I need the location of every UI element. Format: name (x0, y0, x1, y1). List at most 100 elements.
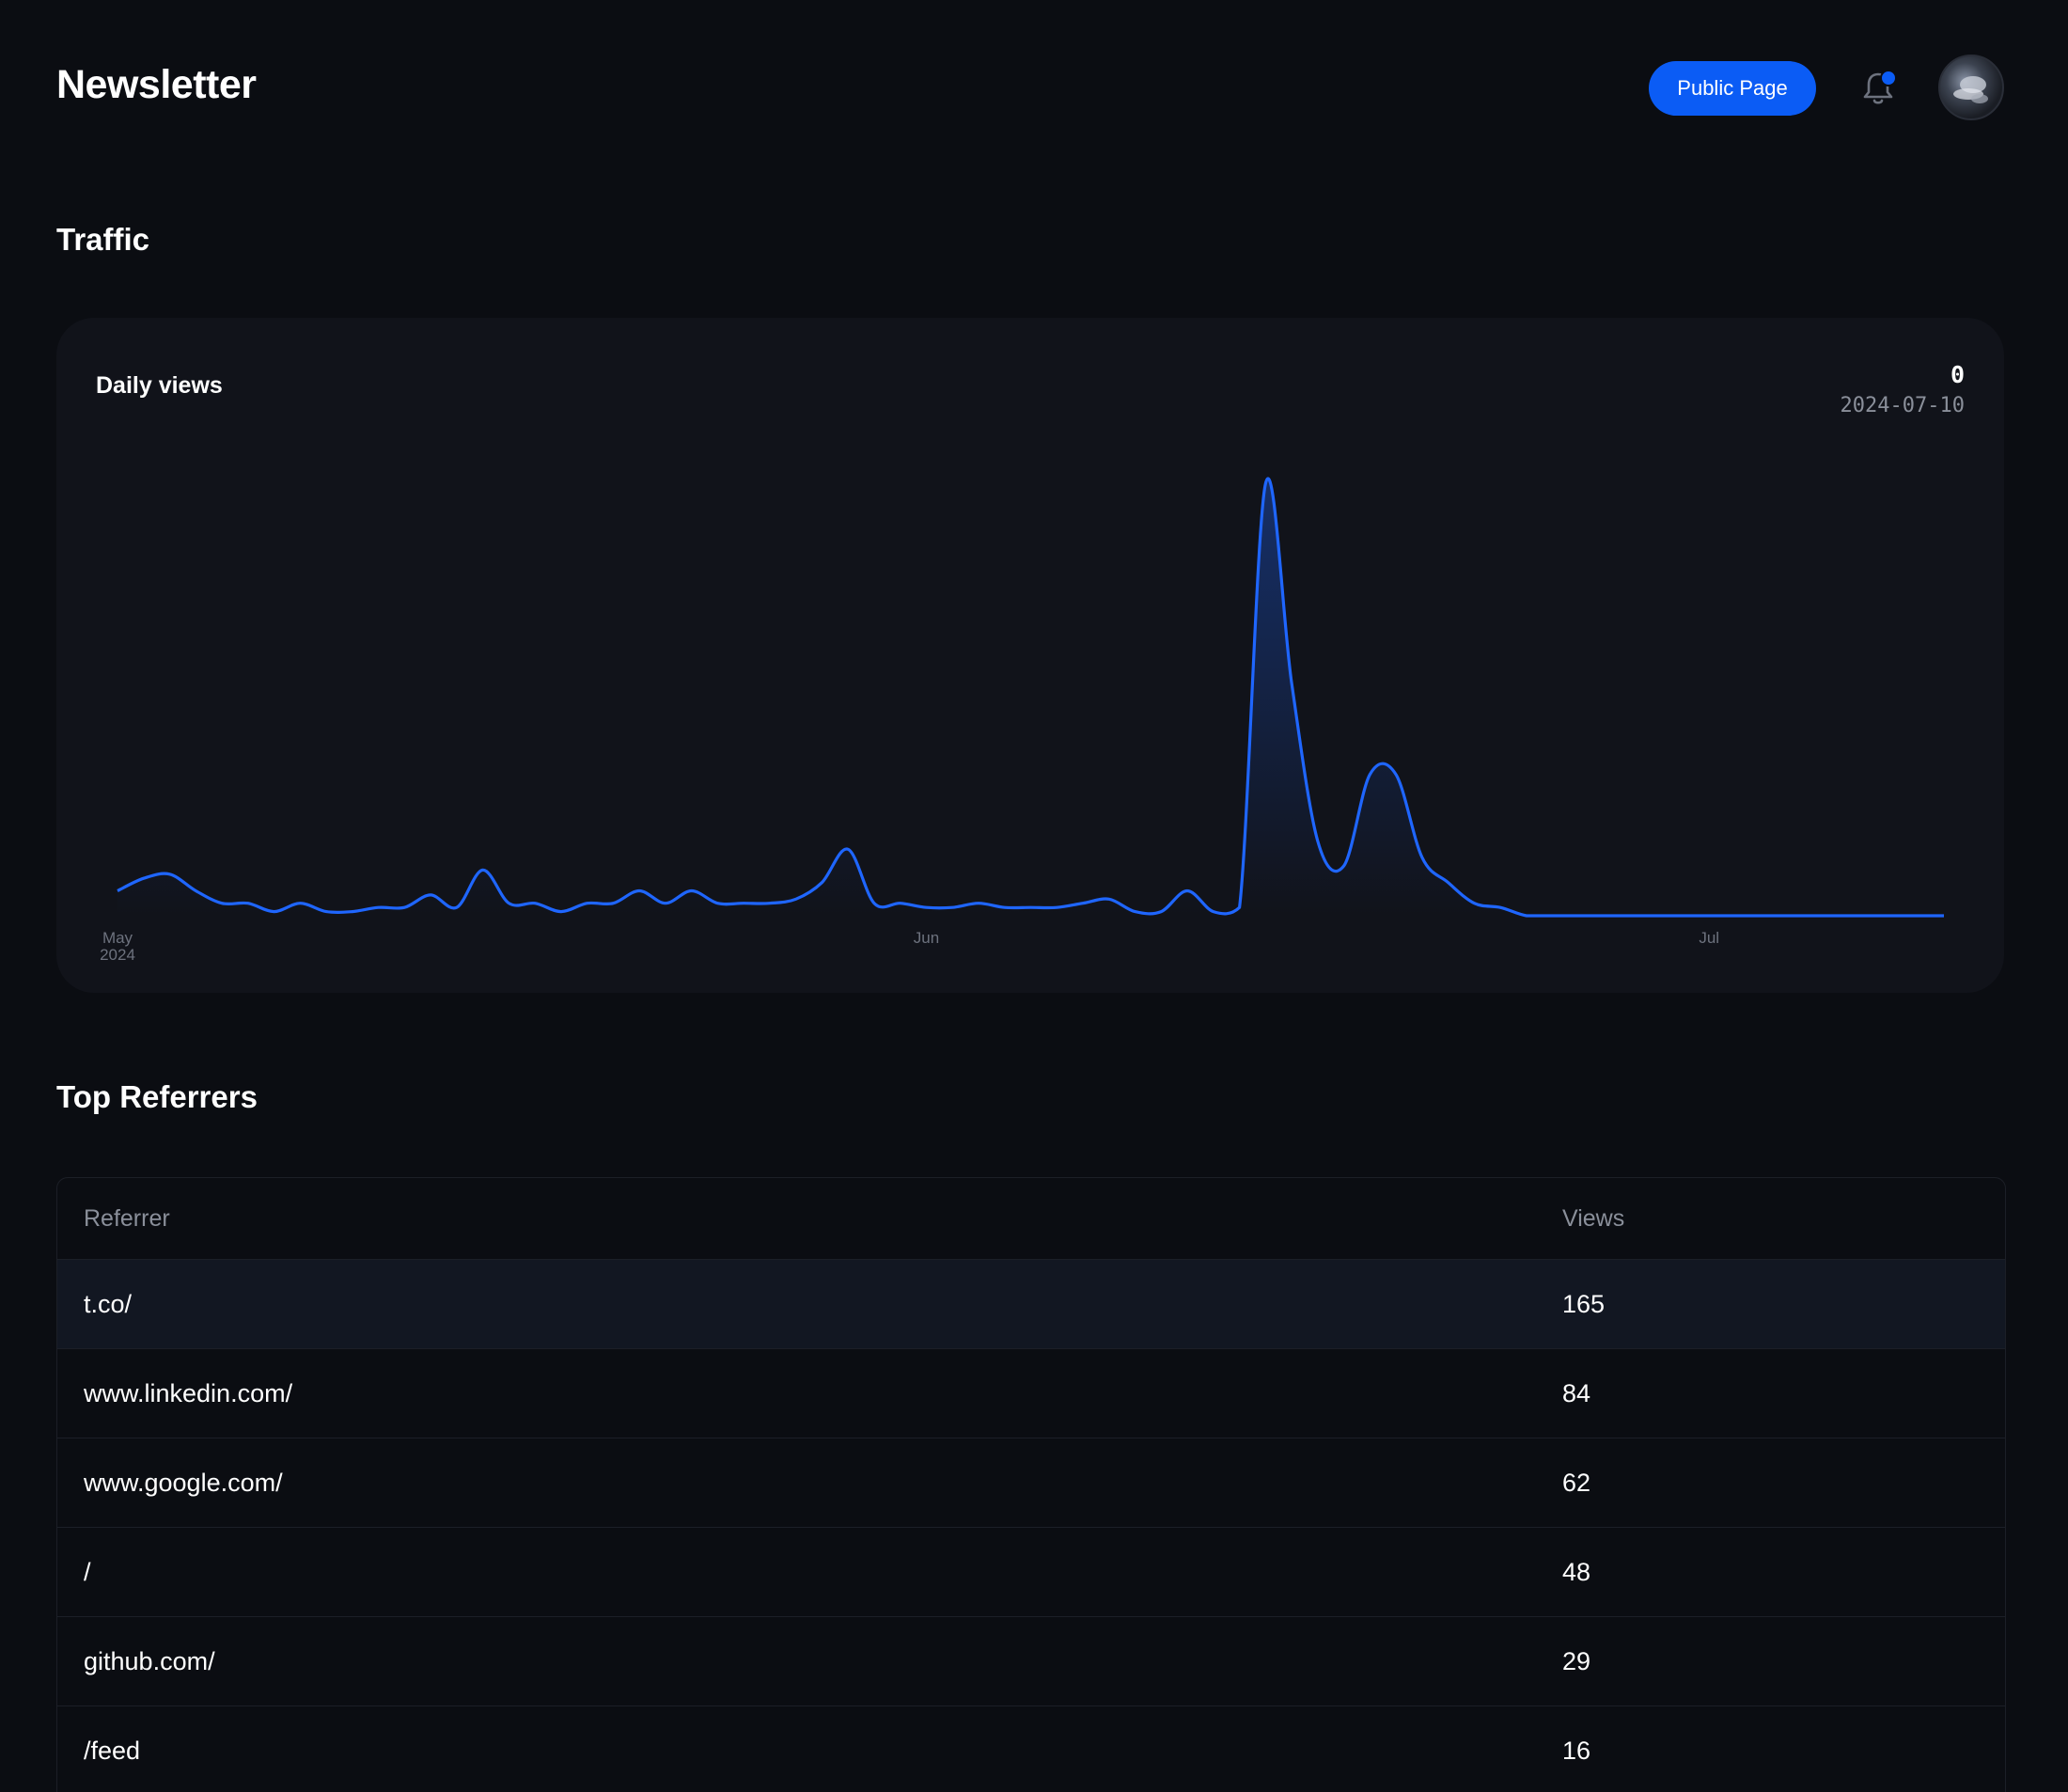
data-point[interactable] (138, 872, 149, 884)
data-point[interactable] (1130, 906, 1141, 918)
data-point[interactable] (1339, 860, 1350, 872)
data-point[interactable] (243, 898, 254, 909)
table-row[interactable]: /feed 16 (57, 1706, 2005, 1792)
table-row[interactable]: www.linkedin.com/ 84 (57, 1349, 2005, 1438)
data-point[interactable] (712, 898, 723, 909)
data-point[interactable] (1104, 893, 1115, 904)
table-row[interactable]: github.com/ 29 (57, 1617, 2005, 1706)
data-point[interactable] (1390, 769, 1402, 780)
data-point[interactable] (1677, 910, 1688, 921)
data-point[interactable] (503, 898, 514, 909)
data-point[interactable] (582, 898, 593, 909)
data-point[interactable] (1026, 902, 1037, 913)
referrer-cell: / (84, 1558, 91, 1586)
x-tick-label: Jul (1699, 929, 1719, 947)
data-point[interactable] (816, 877, 827, 888)
column-header-views[interactable]: Views (1562, 1205, 1625, 1232)
data-point[interactable] (1155, 906, 1167, 918)
data-point[interactable] (451, 902, 462, 913)
data-point[interactable] (1495, 902, 1506, 913)
data-point[interactable] (399, 902, 410, 913)
data-point[interactable] (791, 893, 802, 904)
data-point[interactable] (973, 898, 984, 909)
data-point[interactable] (529, 898, 540, 909)
data-point[interactable] (869, 898, 880, 909)
data-point[interactable] (1521, 910, 1532, 921)
data-point[interactable] (1652, 910, 1663, 921)
views-cell: 29 (1562, 1647, 1591, 1675)
data-point[interactable] (1573, 910, 1584, 921)
data-point[interactable] (1286, 678, 1297, 689)
views-cell: 165 (1562, 1290, 1606, 1318)
data-point[interactable] (1834, 910, 1845, 921)
traffic-section-title: Traffic (56, 222, 150, 257)
table-row[interactable]: t.co/ 165 (57, 1260, 2005, 1349)
data-point[interactable] (164, 869, 176, 880)
data-point[interactable] (1364, 769, 1375, 780)
data-point[interactable] (1912, 910, 1923, 921)
data-point[interactable] (1756, 910, 1767, 921)
data-point[interactable] (373, 902, 384, 913)
data-point[interactable] (1260, 479, 1271, 490)
public-page-button[interactable]: Public Page (1649, 61, 1816, 116)
data-point[interactable] (190, 886, 201, 897)
data-point[interactable] (321, 906, 332, 918)
data-point[interactable] (1599, 910, 1610, 921)
views-cell: 84 (1562, 1379, 1591, 1407)
data-point[interactable] (1808, 910, 1819, 921)
data-point[interactable] (1730, 910, 1741, 921)
data-point[interactable] (216, 898, 227, 909)
data-point[interactable] (1938, 910, 1950, 921)
data-point[interactable] (921, 902, 932, 913)
views-cell: 48 (1562, 1558, 1591, 1586)
data-point[interactable] (1182, 886, 1193, 897)
data-point[interactable] (1208, 906, 1219, 918)
data-point[interactable] (1312, 836, 1324, 847)
notification-dot (1880, 70, 1897, 86)
table-row[interactable]: www.google.com/ 62 (57, 1438, 2005, 1528)
data-point[interactable] (764, 898, 776, 909)
table-header: Referrer Views (57, 1178, 2005, 1260)
data-point[interactable] (1860, 910, 1872, 921)
data-point[interactable] (634, 886, 645, 897)
data-point[interactable] (425, 889, 436, 901)
data-point[interactable] (556, 906, 567, 918)
data-point[interactable] (1051, 902, 1062, 913)
referrer-cell: t.co/ (84, 1290, 133, 1318)
data-point[interactable] (1703, 910, 1715, 921)
views-cell: 62 (1562, 1469, 1591, 1497)
referrers-section-title: Top Referrers (56, 1079, 258, 1114)
data-point[interactable] (269, 906, 280, 918)
table-row[interactable]: / 48 (57, 1528, 2005, 1617)
data-point[interactable] (660, 898, 671, 909)
data-point[interactable] (1417, 852, 1428, 863)
avatar[interactable] (1938, 55, 2004, 120)
referrer-cell: www.linkedin.com/ (84, 1379, 293, 1407)
notifications-button[interactable] (1857, 68, 1899, 109)
data-point[interactable] (1782, 910, 1794, 921)
data-point[interactable] (738, 898, 749, 909)
data-point[interactable] (999, 902, 1010, 913)
data-point[interactable] (1077, 898, 1089, 909)
data-point[interactable] (686, 886, 697, 897)
data-point[interactable] (1547, 910, 1559, 921)
series-line (117, 477, 1944, 918)
data-point[interactable] (895, 898, 906, 909)
data-point[interactable] (1468, 898, 1480, 909)
readout-date: 2024-07-10 (1840, 394, 1965, 417)
data-point[interactable] (947, 902, 958, 913)
chart-readout: 0 2024-07-10 (1841, 361, 1965, 417)
data-point[interactable] (1443, 877, 1454, 888)
data-point[interactable] (1625, 910, 1637, 921)
data-point[interactable] (347, 906, 358, 918)
data-point[interactable] (294, 898, 306, 909)
data-point[interactable] (112, 886, 123, 897)
data-point[interactable] (842, 843, 854, 855)
data-point[interactable] (1887, 910, 1898, 921)
data-point[interactable] (1234, 902, 1246, 913)
column-header-referrer[interactable]: Referrer (84, 1205, 170, 1232)
data-point[interactable] (607, 898, 619, 909)
data-point[interactable] (478, 864, 489, 875)
user-avatar-icon (1953, 76, 1988, 103)
